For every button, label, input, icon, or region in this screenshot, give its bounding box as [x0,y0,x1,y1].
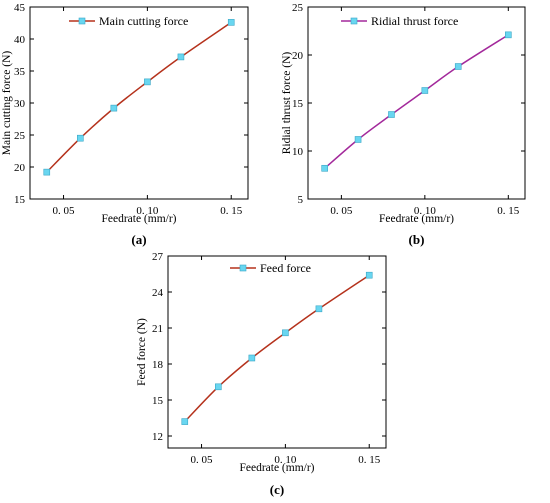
data-point [181,418,189,425]
y-tick-label: 45 [14,2,26,14]
y-axis-title: Feed force (N) [136,318,148,386]
data-point [321,164,328,172]
data-point [505,31,512,39]
x-tick-label: 0. 15 [497,205,520,217]
x-tick-label: 0. 05 [191,454,214,466]
y-tick-label: 30 [14,98,26,110]
chart-panel-3: 0. 05 0. 10 0. 15 12 15 18 21 24 27 Feedrate (mm/… [136,251,387,497]
data-point [144,78,151,86]
x-tick-label: 0. 15 [358,454,381,466]
y-tick-label: 40 [14,34,26,46]
data-point [354,136,362,143]
x-axis-title: Feedrate (mm/r) [379,213,454,225]
y-tick-label: 25 [14,130,26,142]
x-tick-label: 0. 05 [330,205,353,217]
data-point [215,383,222,391]
plot-frame [307,6,526,200]
y-axis-title: Ridial thrust force (N) [281,52,293,155]
y-tick-label: 15 [14,194,26,206]
plot-frame [167,255,387,449]
data-point [177,53,185,61]
y-tick-label: 21 [152,323,163,335]
data-point [454,63,462,70]
data-point [77,134,84,142]
x-tick-label: 0. 10 [274,454,297,466]
x-axis-title: Feedrate (mm/r) [101,213,176,225]
y-tick-label: 24 [152,287,164,299]
legend-marker [78,17,86,25]
legend-marker [350,17,358,25]
x-tick-label: 0. 15 [220,205,243,217]
y-tick-label: 12 [152,431,163,443]
data-point [248,354,256,362]
data-point [388,111,395,118]
data-point [421,87,429,94]
data-point [110,104,118,112]
panel-label: (a) [131,232,146,247]
panel-label: (b) [409,232,425,247]
chart-panel-1: 0. 05 0. 10 0. 15 15 20 25 30 35 40 45 Feedrate (m… [1,2,249,247]
legend-marker [239,264,247,272]
data-point [43,168,51,176]
series-line [46,21,232,173]
y-tick-label: 15 [152,395,164,407]
x-tick-label: 0. 05 [53,205,76,217]
y-tick-label: 10 [292,146,304,158]
legend-label: Feed force [260,261,311,275]
x-axis-title: Feedrate (mm/r) [239,462,314,474]
y-tick-label: 25 [292,2,304,14]
y-tick-label: 20 [14,162,26,174]
data-point [365,271,373,279]
data-point [282,329,289,337]
y-tick-label: 5 [298,194,304,206]
chart-panel-2: 0. 05 0. 10 0. 15 5 10 15 20 25 Feedrate (mm/r) R… [281,2,526,247]
y-tick-label: 20 [292,50,304,62]
plot-frame [29,6,249,200]
y-axis-title: Main cutting force (N) [1,51,13,156]
data-point [315,305,323,313]
y-tick-label: 35 [14,66,26,78]
x-tick-label: 0. 10 [414,205,437,217]
data-point [227,19,235,26]
series-line [184,274,370,423]
panel-label: (c) [270,482,284,497]
legend-label: Ridial thrust force [371,14,458,28]
y-tick-label: 15 [292,98,304,110]
series-line [324,34,509,169]
y-tick-label: 18 [152,359,164,371]
x-tick-label: 0. 10 [136,205,159,217]
y-tick-label: 27 [152,251,164,263]
legend-label: Main cutting force [99,14,188,28]
